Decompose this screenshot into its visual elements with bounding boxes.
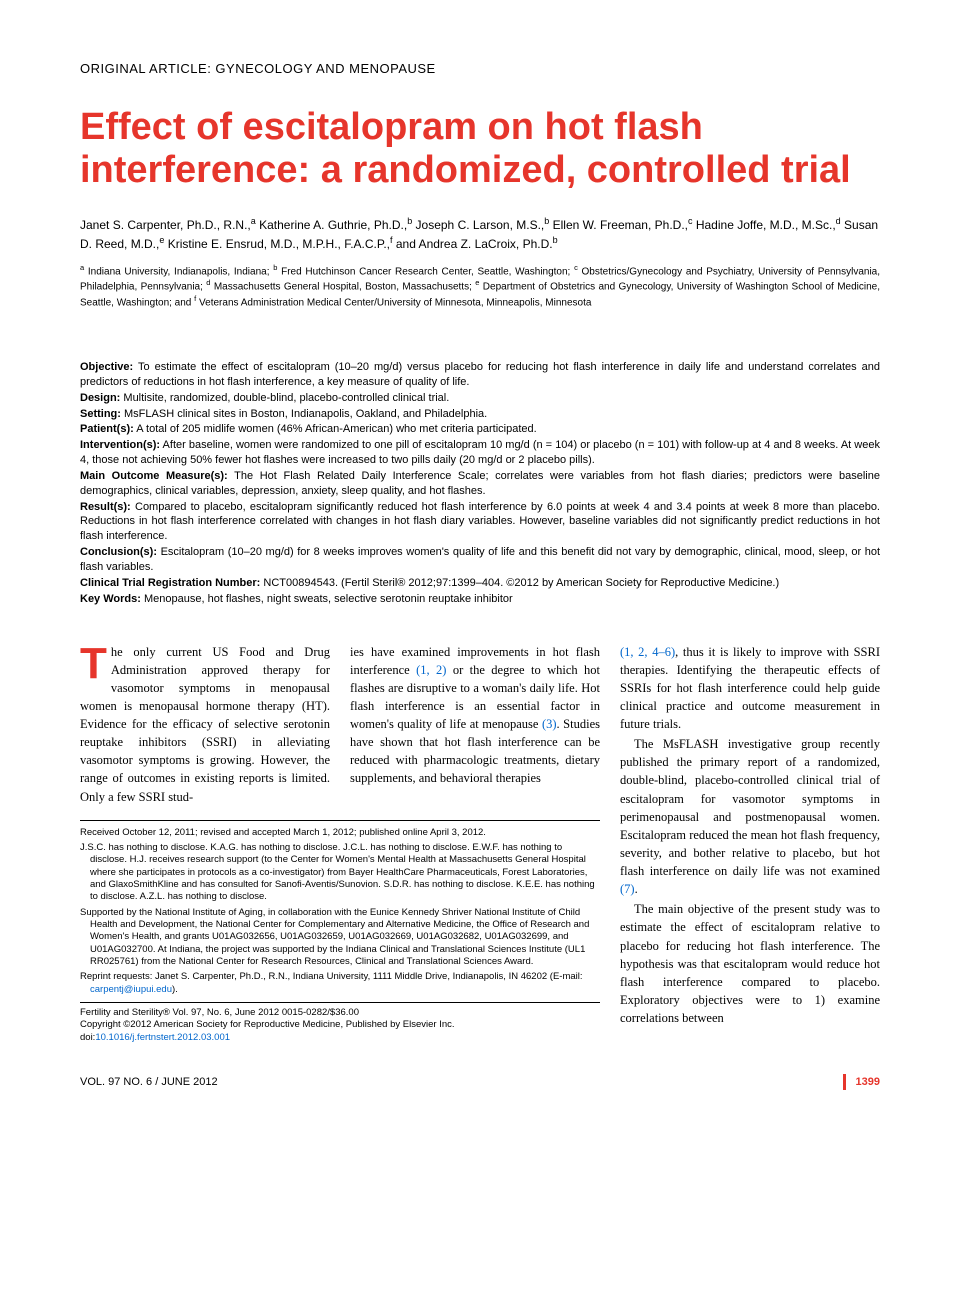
abstract-design: Multisite, randomized, double-blind, pla…: [123, 392, 449, 404]
body-columns: The only current US Food and Drug Admini…: [80, 643, 880, 1045]
abstract-patients: A total of 205 midlife women (46% Africa…: [136, 423, 536, 435]
abstract-conclusions: Escitalopram (10–20 mg/d) for 8 weeks im…: [80, 546, 880, 573]
column-1: The only current US Food and Drug Admini…: [80, 643, 330, 806]
article-type: ORIGINAL ARTICLE: GYNECOLOGY AND MENOPAU…: [80, 60, 880, 78]
abstract-setting: MsFLASH clinical sites in Boston, Indian…: [124, 408, 487, 420]
publication-info: Fertility and Sterility® Vol. 97, No. 6,…: [80, 1002, 600, 1044]
col3-text-c: .: [635, 882, 638, 896]
pubinfo-line1: Fertility and Sterility® Vol. 97, No. 6,…: [80, 1007, 600, 1019]
abstract-objective: To estimate the effect of escitalopram (…: [80, 361, 880, 388]
pubinfo-line2: Copyright ©2012 American Society for Rep…: [80, 1019, 600, 1031]
footnote-received: Received October 12, 2011; revised and a…: [80, 827, 600, 839]
abstract-interventions: After baseline, women were randomized to…: [80, 439, 880, 466]
footnote-supported: Supported by the National Institute of A…: [80, 907, 600, 969]
page-number: 1399: [856, 1075, 880, 1090]
dropcap: T: [80, 643, 111, 682]
abstract-results: Compared to placebo, escitalopram signif…: [80, 501, 880, 543]
ref-link-3[interactable]: (3): [542, 717, 557, 731]
abstract-keywords: Menopause, hot flashes, night sweats, se…: [144, 593, 513, 605]
col1-text: he only current US Food and Drug Adminis…: [80, 645, 330, 804]
ref-link-1-2[interactable]: (1, 2): [416, 663, 446, 677]
ref-link-7[interactable]: (7): [620, 882, 635, 896]
col3-text-d: The main objective of the present study …: [620, 900, 880, 1027]
affiliations: a Indiana University, Indianapolis, Indi…: [80, 263, 880, 310]
column-2: ies have examined improvements in hot fl…: [350, 643, 600, 806]
doi-label: doi:: [80, 1032, 95, 1043]
footnote-disclosures: J.S.C. has nothing to disclose. K.A.G. h…: [80, 842, 600, 904]
footer-accent-bar: [843, 1074, 846, 1090]
authors: Janet S. Carpenter, Ph.D., R.N.,a Kather…: [80, 215, 880, 253]
footer-issue: VOL. 97 NO. 6 / JUNE 2012: [80, 1075, 218, 1090]
abstract: Objective: To estimate the effect of esc…: [80, 360, 880, 607]
page-footer: VOL. 97 NO. 6 / JUNE 2012 1399: [80, 1074, 880, 1090]
column-3: (1, 2, 4–6), thus it is likely to improv…: [620, 643, 880, 1045]
footnotes: Received October 12, 2011; revised and a…: [80, 820, 600, 996]
doi-link[interactable]: 10.1016/j.fertnstert.2012.03.001: [95, 1032, 230, 1043]
col3-text-b: The MsFLASH investigative group recently…: [620, 737, 880, 878]
reprint-email-link[interactable]: carpentj@iupui.edu: [90, 984, 172, 995]
ref-link-1-2-4-6[interactable]: (1, 2, 4–6): [620, 645, 675, 659]
footnote-reprint: Reprint requests: Janet S. Carpenter, Ph…: [80, 971, 600, 996]
abstract-registration: NCT00894543. (Fertil Steril® 2012;97:139…: [263, 577, 779, 589]
article-title: Effect of escitalopram on hot flash inte…: [80, 106, 880, 193]
